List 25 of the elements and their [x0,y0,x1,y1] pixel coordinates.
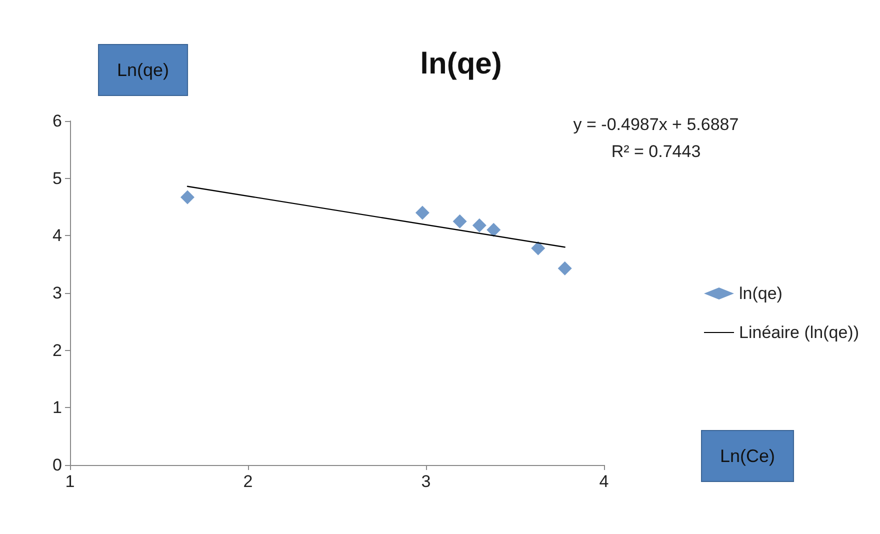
x-tick-label: 1 [65,472,75,491]
legend-label: ln(qe) [739,284,782,303]
chart-title: ln(qe) [420,48,502,80]
y-tick-label: 2 [52,340,62,360]
point [531,241,546,256]
y-tick-label: 6 [52,112,62,130]
point [558,261,572,276]
x-tick-label: 4 [599,472,609,491]
annotation: y = -0.4987x + 5.6887 [573,115,739,134]
legend-label: Linéaire (ln(qe)) [739,323,860,342]
point [472,218,486,232]
point [452,214,467,228]
x-tick-label: 3 [421,472,431,491]
text: Ln(Ce) [720,446,776,466]
y-tick-label: 0 [52,456,62,474]
point [415,206,430,220]
text: R² = 0.7443 [611,142,701,161]
y-tick-label: 3 [52,284,62,302]
point [486,222,501,237]
y-tick-label: 4 [52,226,62,246]
y-axis-title: Ln(qe) [117,60,170,80]
x-tick-label: 2 [243,472,253,491]
point [180,190,194,204]
y-tick-label: 5 [52,168,62,188]
y-tick-label: 1 [52,398,62,418]
